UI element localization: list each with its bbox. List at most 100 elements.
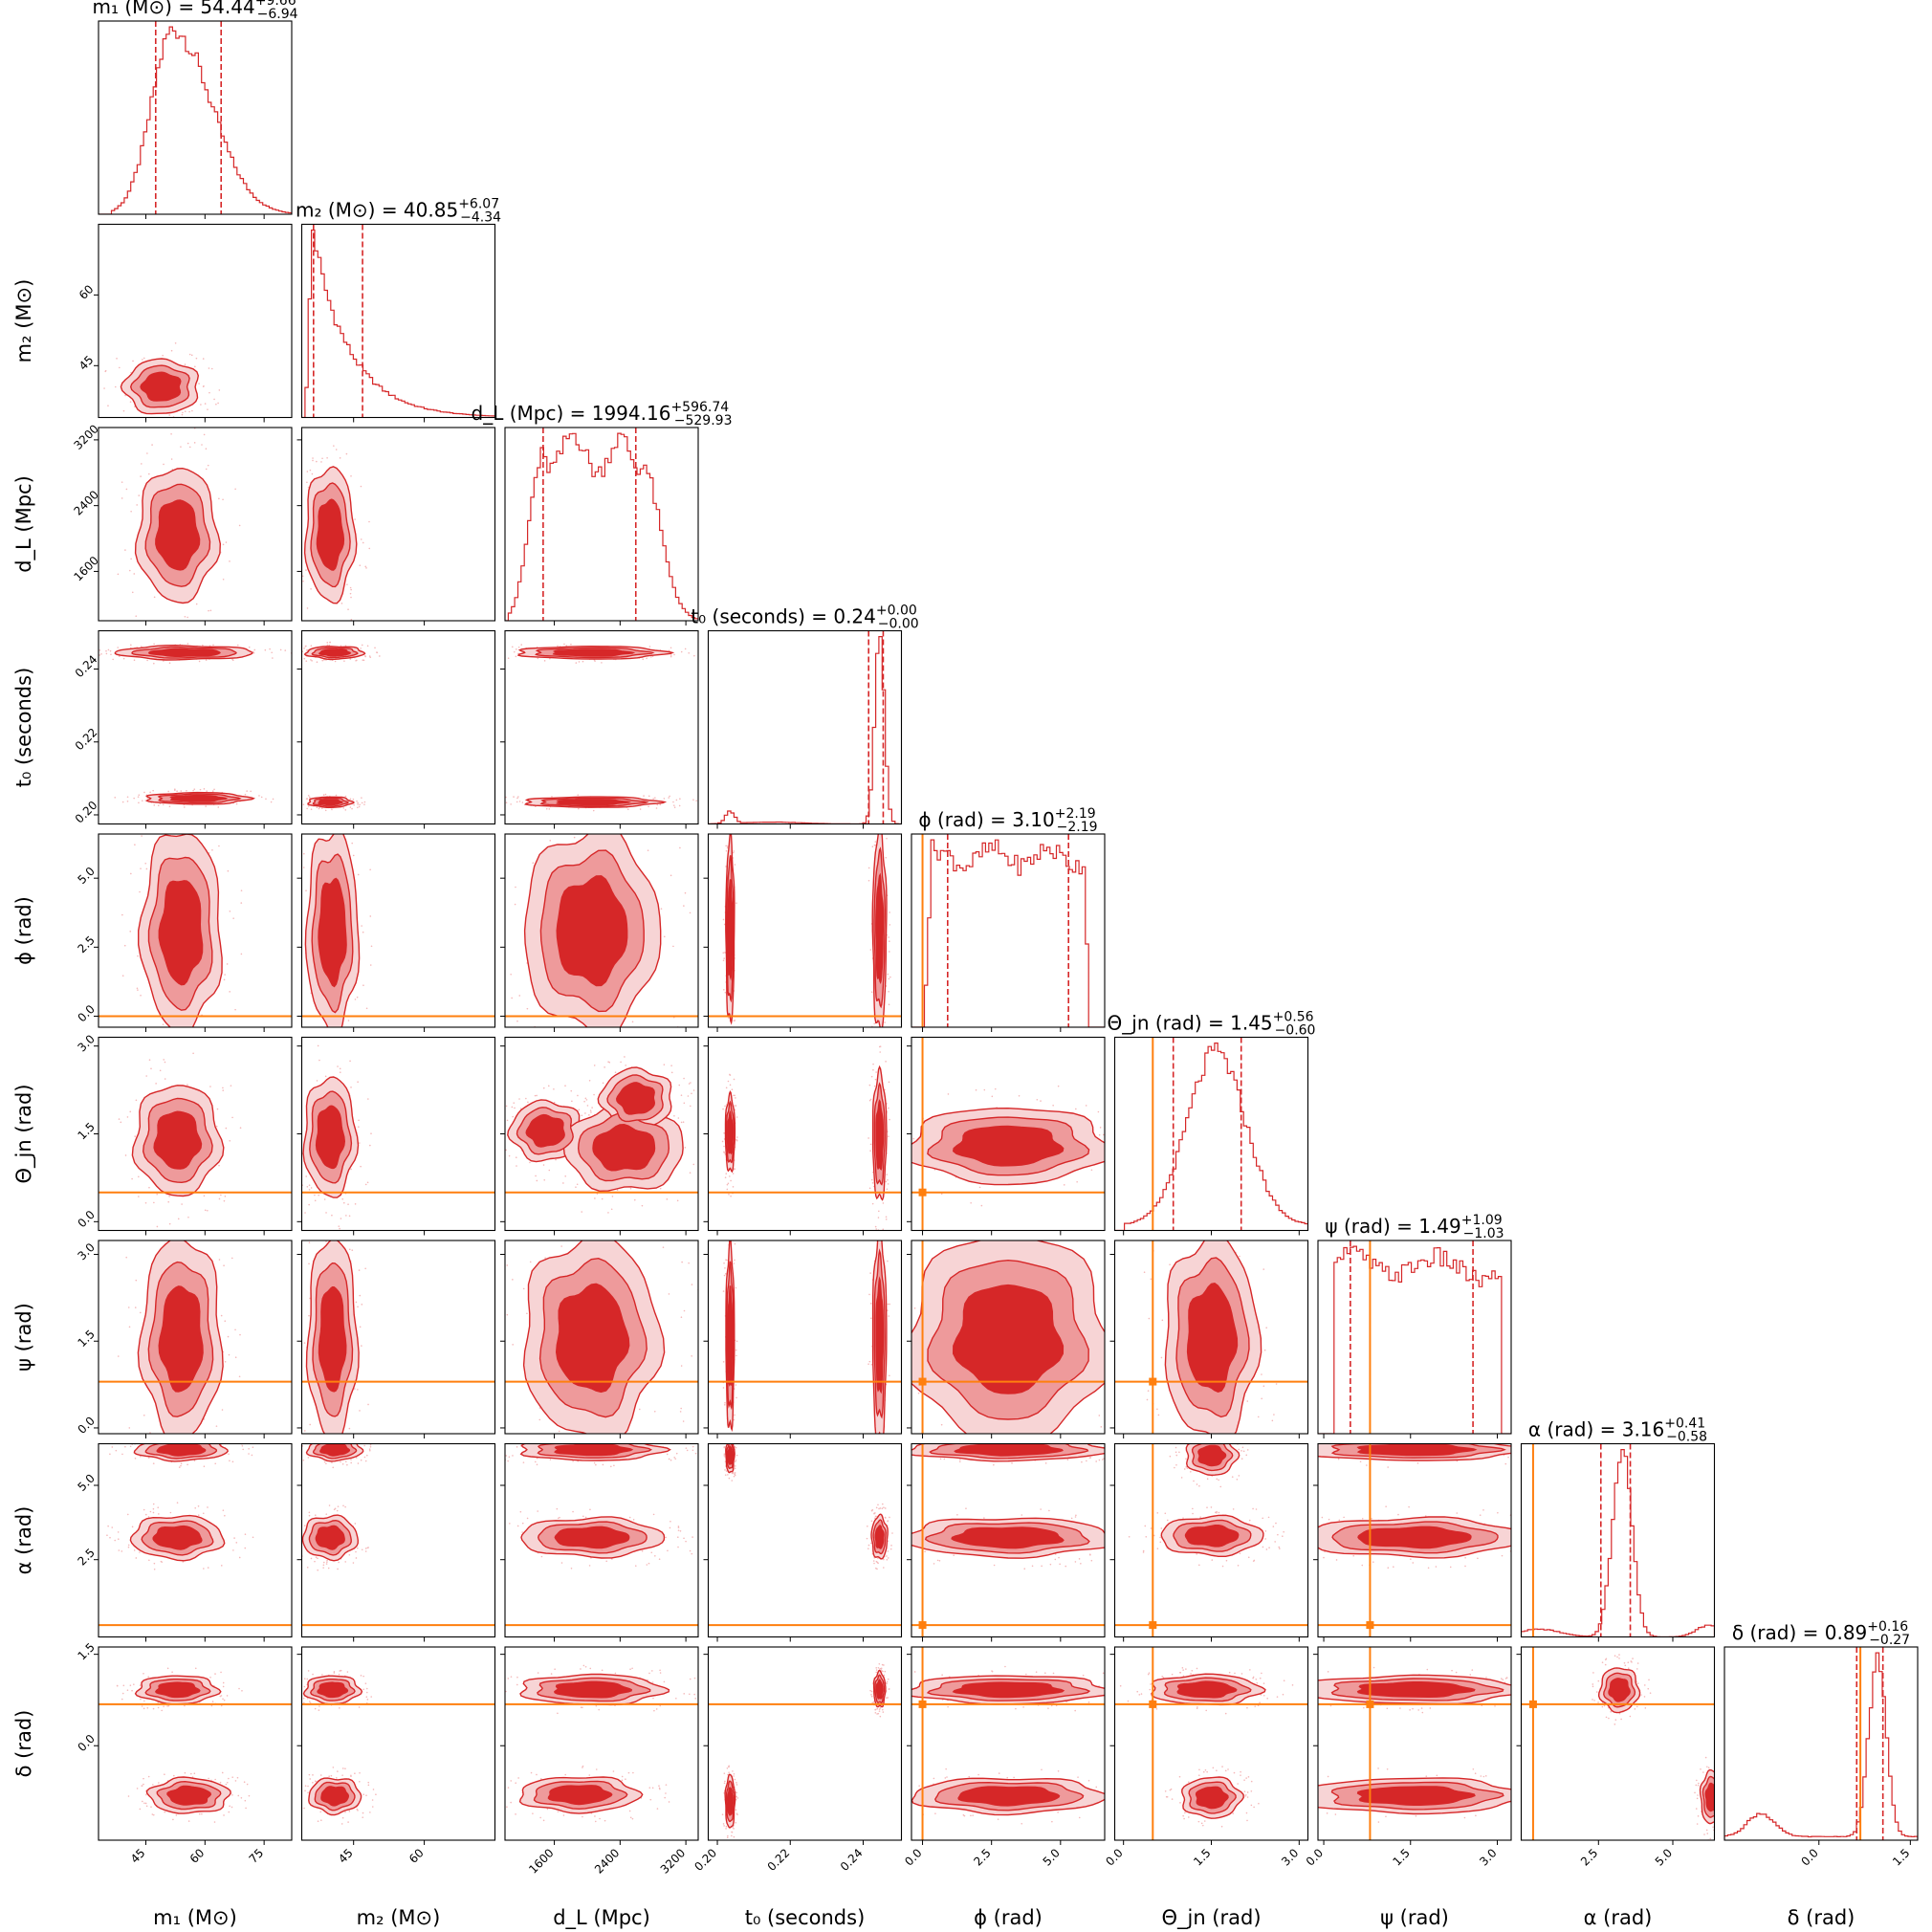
sample-point — [1252, 1507, 1254, 1510]
sample-point — [1250, 1804, 1253, 1807]
sample-point — [1150, 1527, 1153, 1529]
sample-point — [1133, 1449, 1135, 1451]
sample-point — [949, 1228, 951, 1230]
sample-point — [279, 648, 282, 651]
sample-point — [369, 1144, 371, 1147]
sample-point — [157, 804, 160, 806]
sample-point — [689, 1105, 692, 1108]
sample-point — [1128, 1692, 1130, 1694]
sample-point — [1157, 1436, 1159, 1438]
sample-point — [345, 812, 347, 814]
sample-point — [167, 1704, 170, 1707]
sample-point — [126, 421, 128, 423]
sample-point — [324, 793, 327, 796]
sample-point — [1097, 1110, 1100, 1113]
sample-point — [670, 1071, 673, 1074]
sample-point — [623, 1496, 625, 1498]
sample-point — [539, 1777, 542, 1780]
sample-point — [144, 1802, 147, 1805]
sample-point — [1709, 1837, 1712, 1840]
sample-point — [231, 1257, 233, 1260]
sample-point — [505, 1149, 507, 1152]
sample-point — [1040, 1100, 1042, 1102]
sample-point — [188, 353, 191, 356]
sample-point — [213, 398, 215, 401]
sample-point — [229, 1139, 231, 1142]
sample-point — [907, 1173, 909, 1175]
sample-point — [128, 569, 131, 572]
sample-point — [1098, 1415, 1101, 1416]
sample-point — [1288, 1524, 1290, 1526]
sample-point — [867, 879, 870, 882]
sample-point — [622, 774, 624, 776]
sample-point — [871, 1202, 874, 1205]
sample-point — [218, 1259, 221, 1261]
sample-point — [871, 1457, 873, 1459]
panel-frame — [911, 1240, 1106, 1435]
sample-point — [727, 1080, 730, 1083]
sample-point — [1139, 1797, 1141, 1799]
sample-point — [907, 1694, 909, 1696]
panel-alpha-vs-t0 — [703, 1442, 903, 1642]
sample-point — [333, 445, 335, 447]
sample-point — [367, 1098, 369, 1100]
sample-point — [1273, 1787, 1275, 1789]
sample-point — [1206, 1770, 1208, 1773]
sample-point — [505, 1105, 508, 1108]
sample-point — [952, 1223, 954, 1225]
sample-point — [604, 1066, 605, 1068]
sample-point — [1166, 1795, 1169, 1798]
sample-point — [218, 389, 221, 391]
sample-point — [339, 1067, 341, 1070]
sample-point — [317, 1557, 318, 1560]
sample-point — [734, 1105, 735, 1107]
sample-point — [626, 808, 629, 811]
sample-point — [362, 1816, 364, 1818]
panel-dL-vs-m2 — [296, 427, 496, 639]
sample-point — [172, 1818, 174, 1821]
sample-point — [889, 1529, 891, 1531]
sample-point — [1143, 1271, 1146, 1274]
sample-point — [1244, 1439, 1246, 1441]
contour-inner — [727, 1787, 734, 1816]
sample-point — [890, 1545, 892, 1547]
panel-alpha-vs-dL — [500, 1442, 699, 1642]
sample-point — [538, 1418, 541, 1421]
sample-point — [734, 1467, 736, 1470]
sample-point — [876, 1568, 878, 1570]
sample-point — [346, 1063, 348, 1065]
sample-point — [231, 1116, 233, 1119]
sample-point — [526, 1312, 528, 1315]
sample-point — [734, 1259, 735, 1262]
sample-point — [885, 1700, 887, 1701]
sample-point — [238, 524, 241, 527]
sample-point — [317, 637, 318, 639]
sample-point — [367, 1547, 369, 1548]
contour-inner — [1357, 1526, 1472, 1549]
sample-point — [867, 1544, 870, 1547]
sample-point — [677, 1529, 680, 1531]
sample-point — [722, 1823, 725, 1825]
sample-point — [727, 1182, 730, 1185]
sample-point — [512, 1455, 514, 1457]
sample-point — [99, 649, 101, 651]
sample-point — [321, 457, 323, 460]
sample-point — [194, 1667, 197, 1670]
sample-point — [296, 1268, 297, 1270]
sample-point — [1255, 1679, 1258, 1680]
sample-point — [240, 889, 243, 891]
sample-point — [728, 1064, 730, 1065]
sample-point — [874, 1044, 876, 1046]
sample-point — [324, 1062, 326, 1064]
sample-point — [868, 1293, 870, 1296]
sample-point — [200, 404, 202, 406]
sample-point — [331, 808, 333, 811]
sample-point — [1107, 1810, 1109, 1811]
sample-point — [1090, 1169, 1093, 1172]
sample-point — [551, 796, 553, 798]
sample-point — [366, 1699, 369, 1701]
sample-point — [317, 1044, 319, 1047]
sample-point — [558, 1430, 560, 1433]
panel-m1-vs-m1: m₁ (M⊙) = 54.44+9.66 −6.94 — [92, 0, 298, 219]
sample-point — [845, 1688, 846, 1690]
